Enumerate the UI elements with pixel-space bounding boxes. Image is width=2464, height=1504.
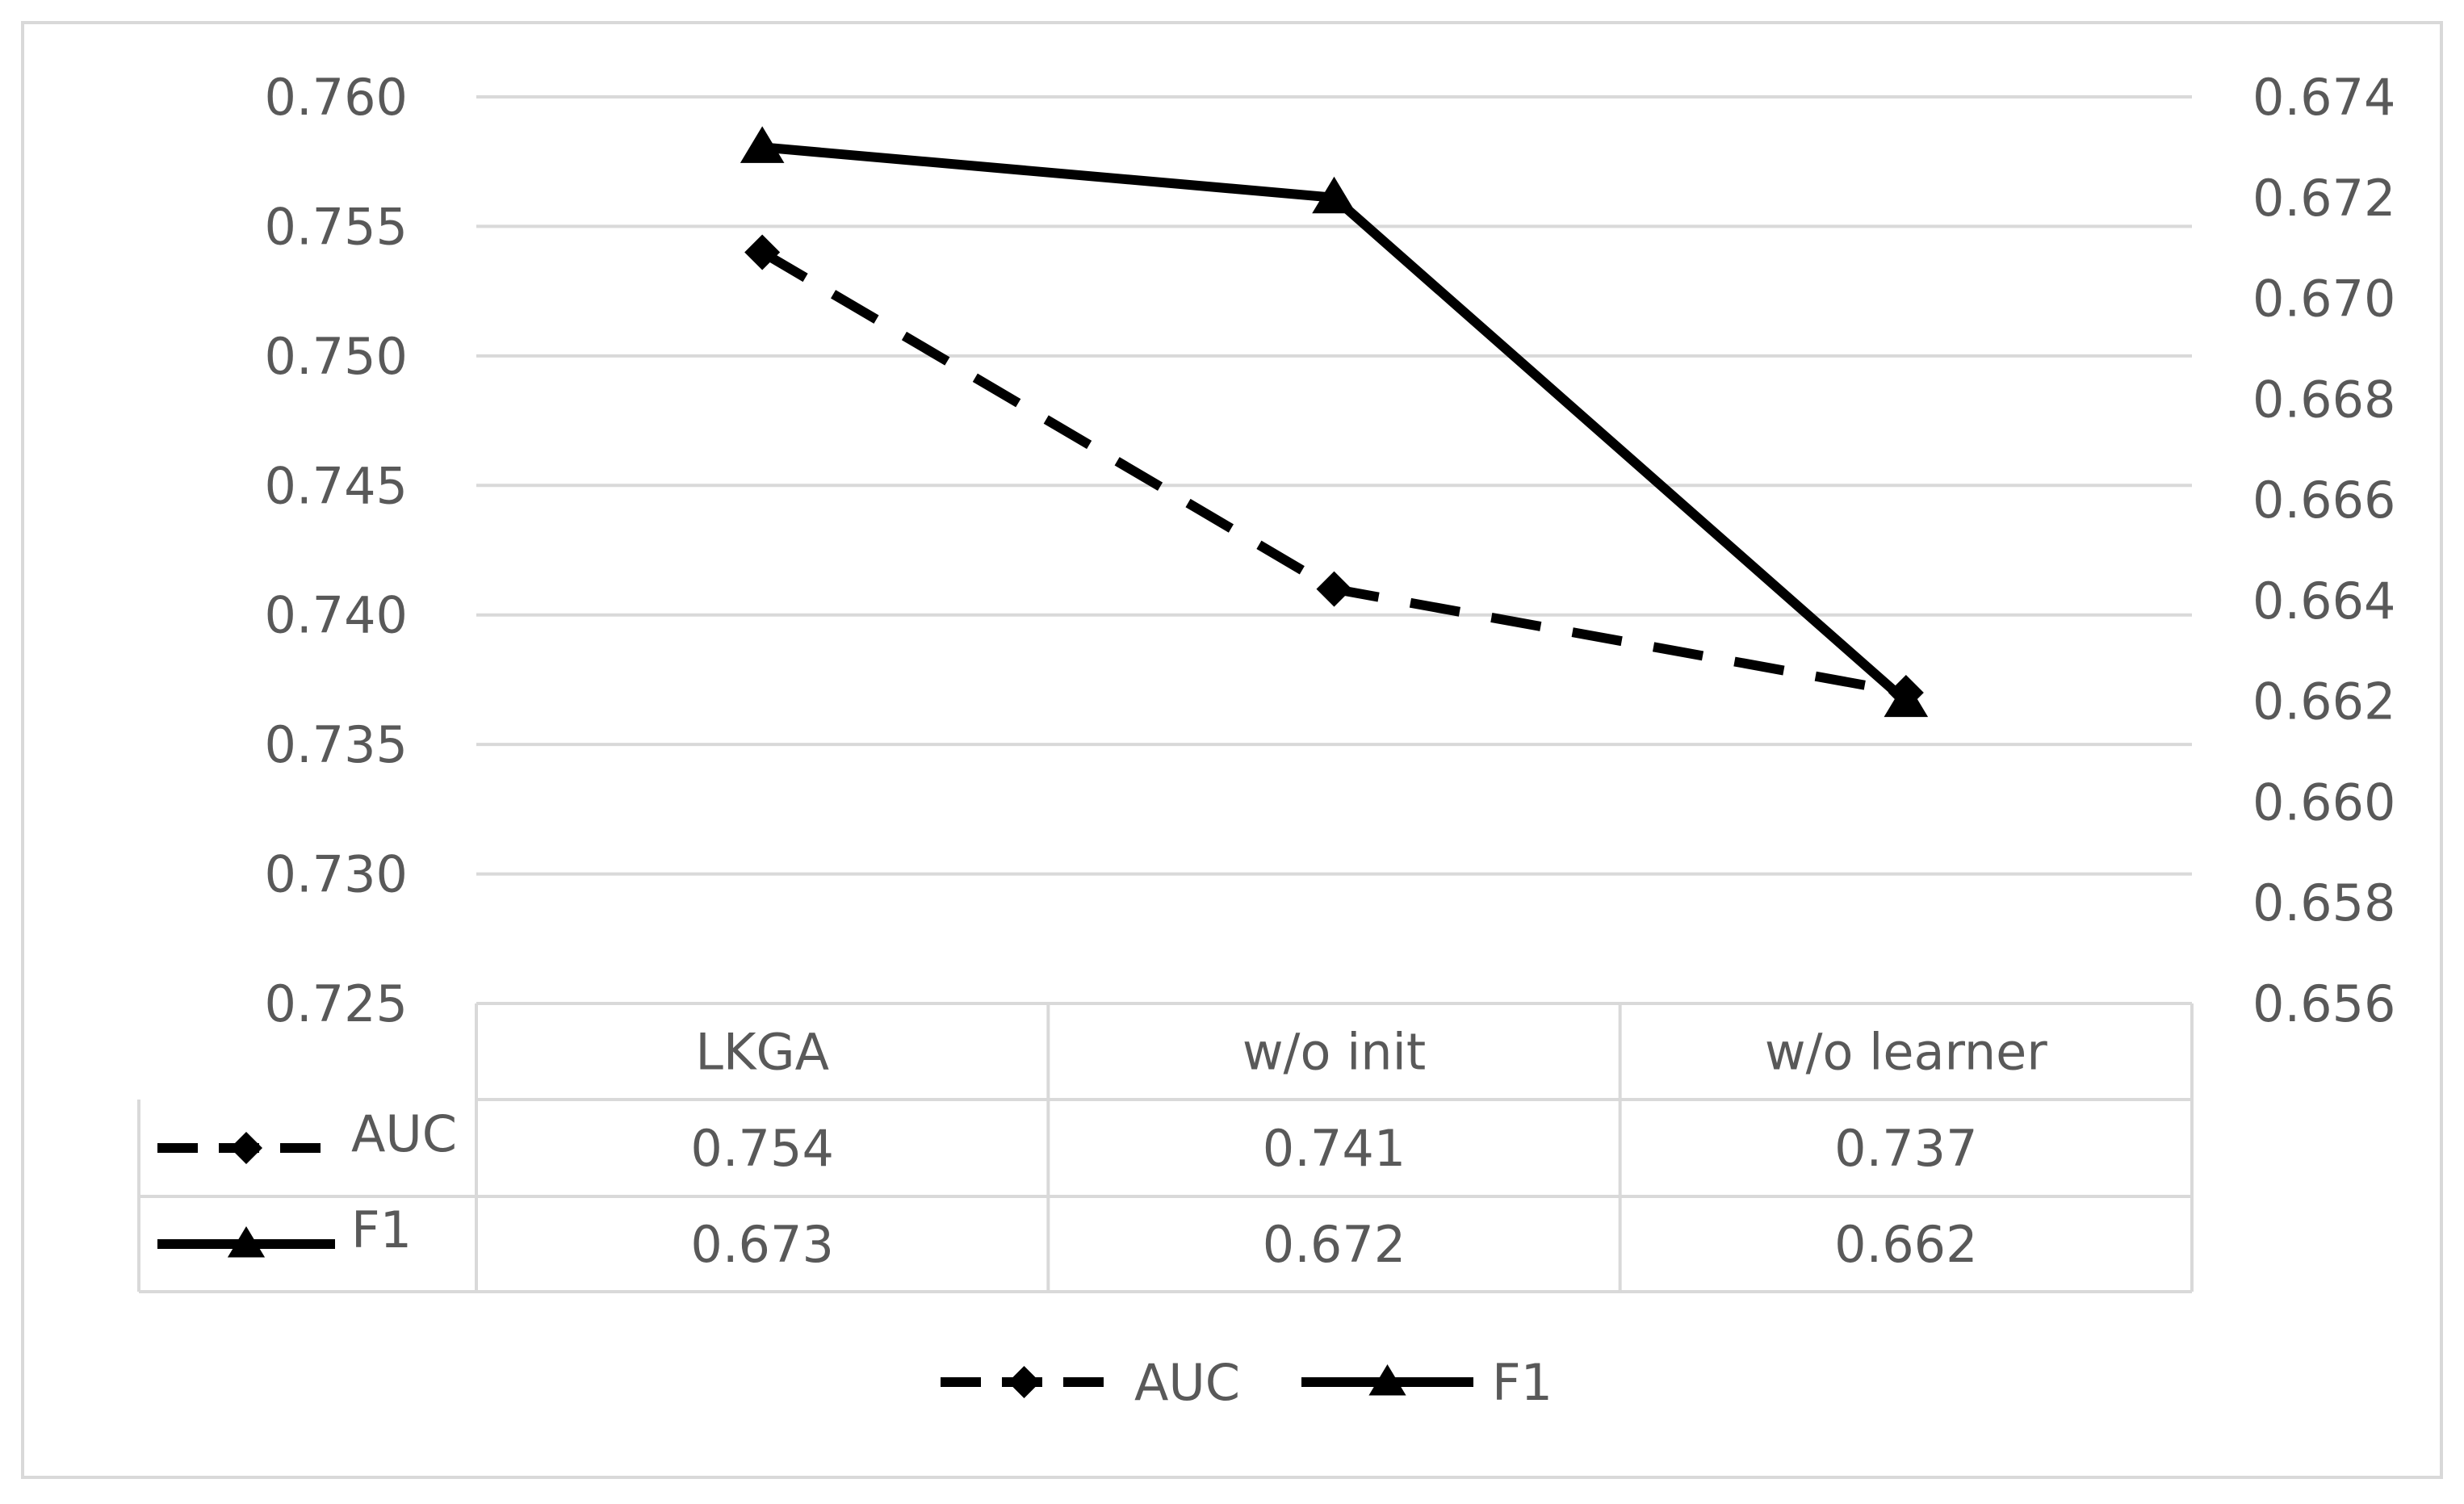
table-header-cell: LKGA [695,1023,829,1082]
right-tick-label: 0.670 [2252,270,2396,329]
legend-key-f1 [157,1226,335,1258]
table-header-cell: w/o learner [1765,1023,2047,1082]
chart-border [21,21,2443,1479]
right-tick-label: 0.668 [2252,370,2396,429]
right-tick-label: 0.674 [2252,68,2396,127]
series-lines [740,126,1929,718]
left-tick-label: 0.730 [265,845,409,904]
left-tick-label: 0.740 [265,586,409,645]
table-row-label: AUC [351,1104,457,1163]
diamond-marker-icon [1008,1366,1041,1398]
table-value-cell: 0.672 [1263,1215,1406,1274]
right-tick-label: 0.658 [2252,873,2396,932]
left-tick-label: 0.735 [265,715,409,774]
diamond-marker-icon [230,1132,262,1164]
legend: AUC F1 [941,1353,1553,1412]
legend-key-f1 [1301,1364,1473,1396]
table-value-cell: 0.673 [690,1215,834,1274]
legend-key-auc [941,1366,1108,1398]
legend-label: AUC [1134,1353,1240,1412]
triangle-marker-icon [1368,1364,1406,1396]
data-point-auc [1316,571,1352,607]
right-tick-label: 0.664 [2252,572,2396,631]
data-table: LKGA w/o init w/o learner AUC 0.754 0.741 0.73… [137,1002,2194,1293]
left-tick-label: 0.745 [265,456,409,515]
right-tick-label: 0.672 [2252,169,2396,228]
table-row-label: F1 [351,1200,412,1259]
legend-label: F1 [1492,1353,1553,1412]
data-point-f1 [740,126,785,163]
table-value-cell: 0.754 [690,1119,834,1178]
left-tick-label: 0.760 [265,68,409,127]
data-point-auc [744,234,781,270]
left-axis-ticks: 0.760 0.755 0.750 0.745 0.740 0.735 0.730 0.725 [265,68,409,1033]
triangle-marker-icon [227,1226,266,1258]
left-tick-label: 0.750 [265,327,409,386]
right-tick-label: 0.662 [2252,672,2396,731]
table-header-cell: w/o init [1242,1023,1426,1082]
right-tick-label: 0.660 [2252,773,2396,832]
right-axis-ticks: 0.674 0.672 0.670 0.668 0.666 0.664 0.662 0.660… [2252,68,2396,1033]
gridlines [476,95,2192,876]
left-tick-label: 0.755 [265,197,409,256]
data-point-f1 [1884,680,1929,718]
table-value-cell: 0.737 [1834,1119,1978,1178]
right-tick-label: 0.666 [2252,471,2396,530]
data-point-f1 [1312,176,1356,214]
left-tick-label: 0.725 [265,974,409,1033]
legend-key-auc [157,1132,335,1164]
right-tick-label: 0.656 [2252,974,2396,1033]
table-value-cell: 0.662 [1834,1215,1978,1274]
table-value-cell: 0.741 [1263,1119,1406,1178]
